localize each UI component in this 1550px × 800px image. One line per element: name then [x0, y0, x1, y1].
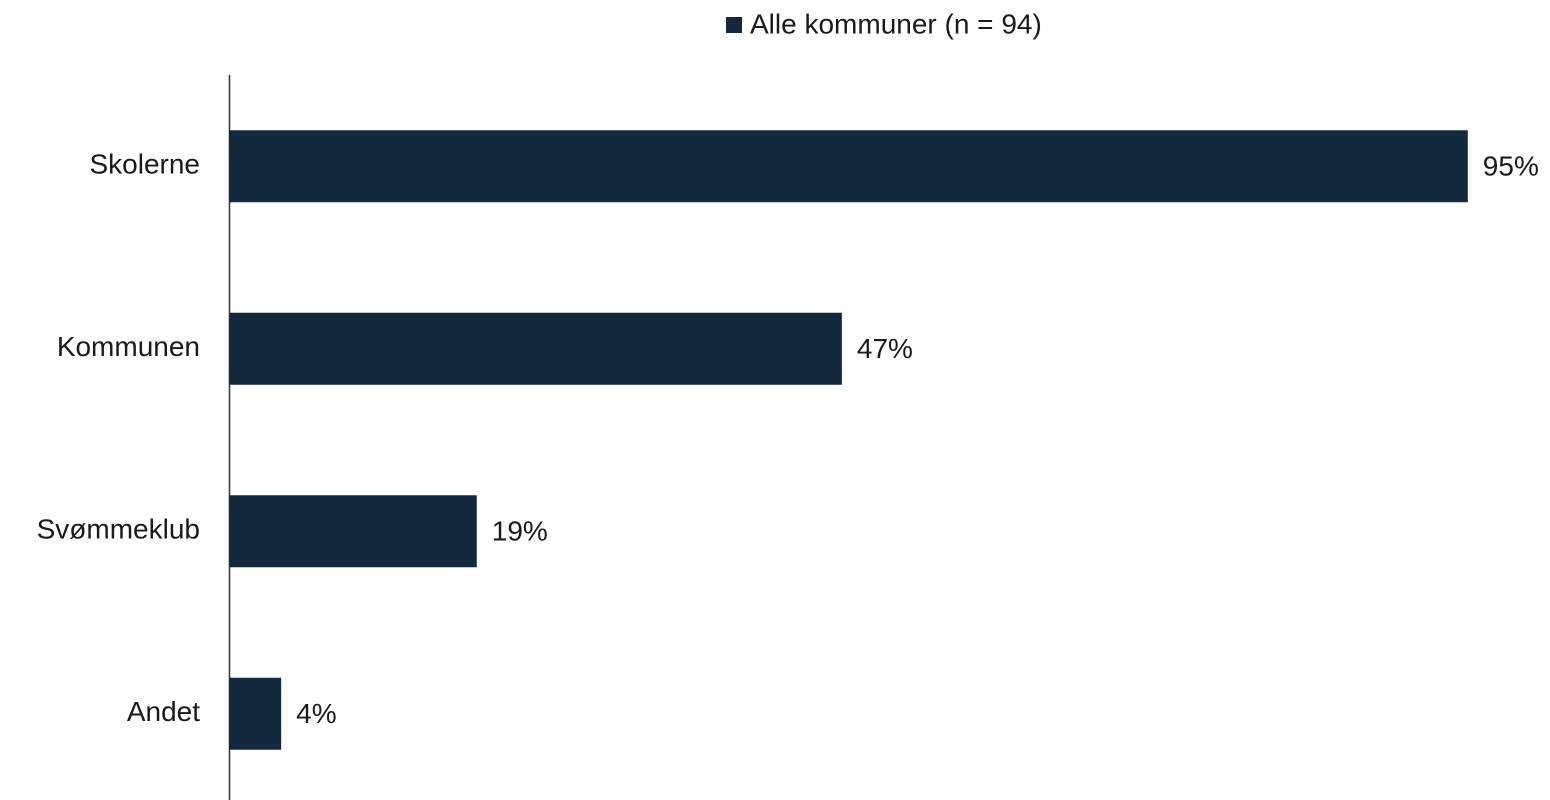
- legend-swatch: [726, 17, 742, 33]
- value-label: 19%: [492, 516, 548, 547]
- value-label: 47%: [857, 333, 913, 364]
- bar: [229, 677, 282, 750]
- y-tick-label: Svømmeklub: [37, 514, 200, 545]
- y-tick-label: Andet: [127, 696, 200, 727]
- bar: [229, 495, 477, 568]
- y-tick-label: Kommunen: [57, 331, 200, 362]
- bar: [229, 130, 1468, 203]
- bar: [229, 312, 842, 385]
- value-label: 95%: [1483, 151, 1539, 182]
- y-tick-label: Skolerne: [89, 149, 200, 180]
- legend-label: Alle kommuner (n = 94): [750, 8, 1042, 39]
- value-label: 4%: [296, 698, 336, 729]
